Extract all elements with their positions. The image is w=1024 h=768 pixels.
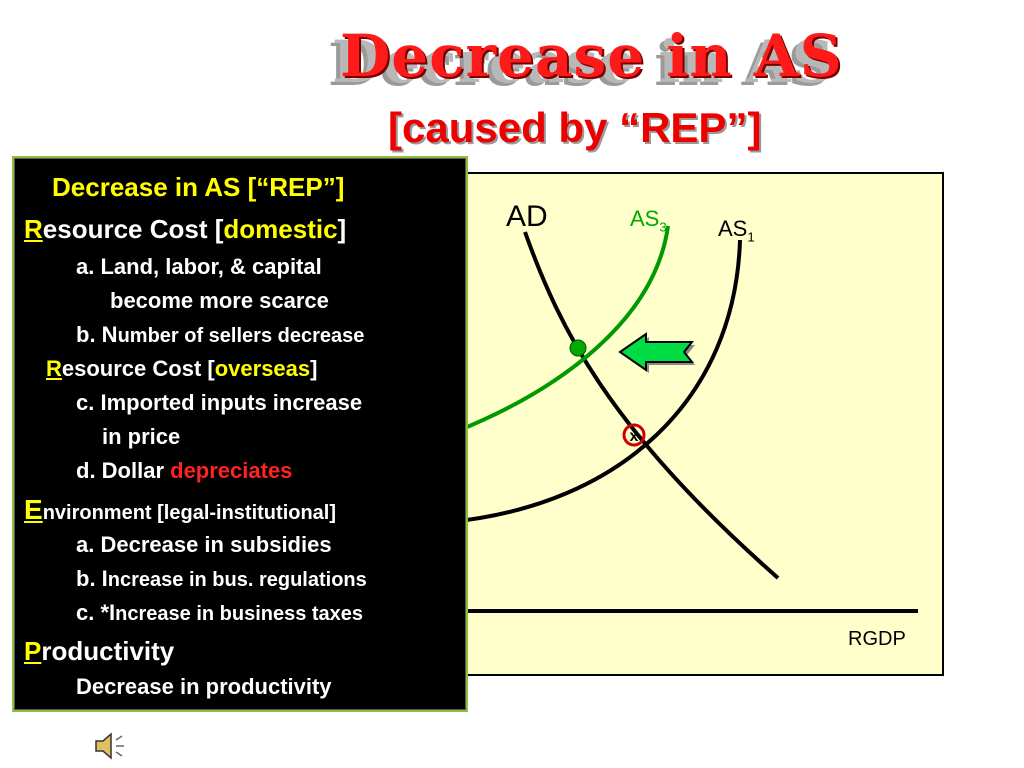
- as3-label: AS3: [630, 206, 667, 235]
- old-equilibrium-marker: [622, 423, 646, 447]
- item-ea: a. Decrease in subsidies: [76, 532, 332, 557]
- slide-subtitle: [caused by “REP”]: [388, 104, 762, 151]
- ad-curve: [523, 231, 780, 580]
- slide-title: Decrease in AS: [340, 22, 843, 90]
- item-c-line2: in price: [102, 424, 181, 449]
- speaker-icon[interactable]: [92, 730, 128, 762]
- title-area: Decrease in AS: [300, 22, 860, 102]
- as1-label: AS1: [718, 216, 755, 245]
- item-ec: c. *Increase in business taxes: [76, 600, 364, 625]
- info-heading: Decrease in AS [“REP”]: [52, 172, 345, 202]
- as1-curve: [449, 239, 742, 524]
- item-a-line2: become more scarce: [110, 288, 329, 313]
- item-b: b. Number of sellers decrease: [76, 322, 365, 347]
- productivity-heading: Productivity: [24, 636, 175, 666]
- left-shift-arrow: [618, 332, 695, 373]
- resource-cost-domestic: Resource Cost [domestic]: [24, 214, 347, 244]
- resource-cost-overseas: Resource Cost [overseas]: [46, 356, 318, 381]
- item-eb: b. Increase in bus. regulations: [76, 566, 367, 591]
- as3-curve: [454, 225, 670, 434]
- environment-heading: Environment [legal-institutional]: [24, 494, 337, 525]
- item-d: d. Dollar depreciates: [76, 458, 293, 483]
- item-productivity: Decrease in productivity: [76, 674, 332, 699]
- new-equilibrium-point: [569, 339, 587, 357]
- item-a-line1: a. Land, labor, & capital: [76, 254, 322, 279]
- x-axis-label: RGDP: [848, 628, 906, 650]
- item-c-line1: c. Imported inputs increase: [76, 390, 363, 415]
- old-equilibrium-x: x: [630, 428, 639, 445]
- ad-label: AD: [506, 200, 548, 233]
- rep-info-box: Decrease in AS [“REP”] Resource Cost [do…: [12, 156, 468, 712]
